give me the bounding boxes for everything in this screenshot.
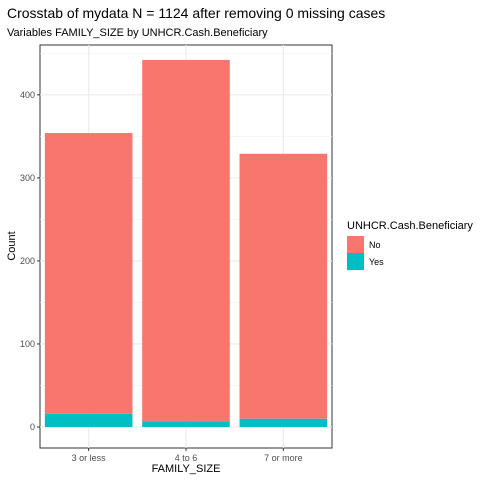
chart-title: Crosstab of mydata N = 1124 after removi…: [7, 5, 385, 21]
chart-subtitle: Variables FAMILY_SIZE by UNHCR.Cash.Bene…: [7, 27, 268, 39]
y-tick-label: 400: [20, 90, 35, 100]
y-tick-label: 300: [20, 173, 35, 183]
legend-label-yes: Yes: [369, 257, 384, 267]
bar-no-2: [142, 59, 230, 422]
legend: UNHCR.Cash.Beneficiary No Yes: [347, 220, 473, 270]
x-tick-label: 3 or less: [72, 453, 107, 463]
x-tick-label: 4 to 6: [175, 453, 198, 463]
bar-no-3: [239, 153, 328, 419]
bar-no-1: [44, 133, 133, 414]
legend-items: No Yes: [347, 236, 384, 270]
legend-title: UNHCR.Cash.Beneficiary: [347, 220, 473, 232]
bar-yes-1: [44, 413, 133, 427]
y-tick-label: 200: [20, 256, 35, 266]
legend-key-no: [347, 236, 364, 253]
legend-label-no: No: [369, 240, 381, 250]
bar-yes-3: [239, 418, 328, 427]
x-axis-title: FAMILY_SIZE: [152, 463, 221, 475]
bars: [44, 59, 328, 427]
y-tick-label: 100: [20, 339, 35, 349]
bar-yes-2: [142, 421, 230, 427]
legend-key-yes: [347, 253, 364, 270]
x-tick-label: 7 or more: [264, 453, 303, 463]
y-tick-label: 0: [30, 422, 35, 432]
y-axis-title: Count: [6, 231, 18, 260]
axes: 0 100 200 300 400 3 or less 4 to 6 7 or more: [20, 90, 303, 463]
